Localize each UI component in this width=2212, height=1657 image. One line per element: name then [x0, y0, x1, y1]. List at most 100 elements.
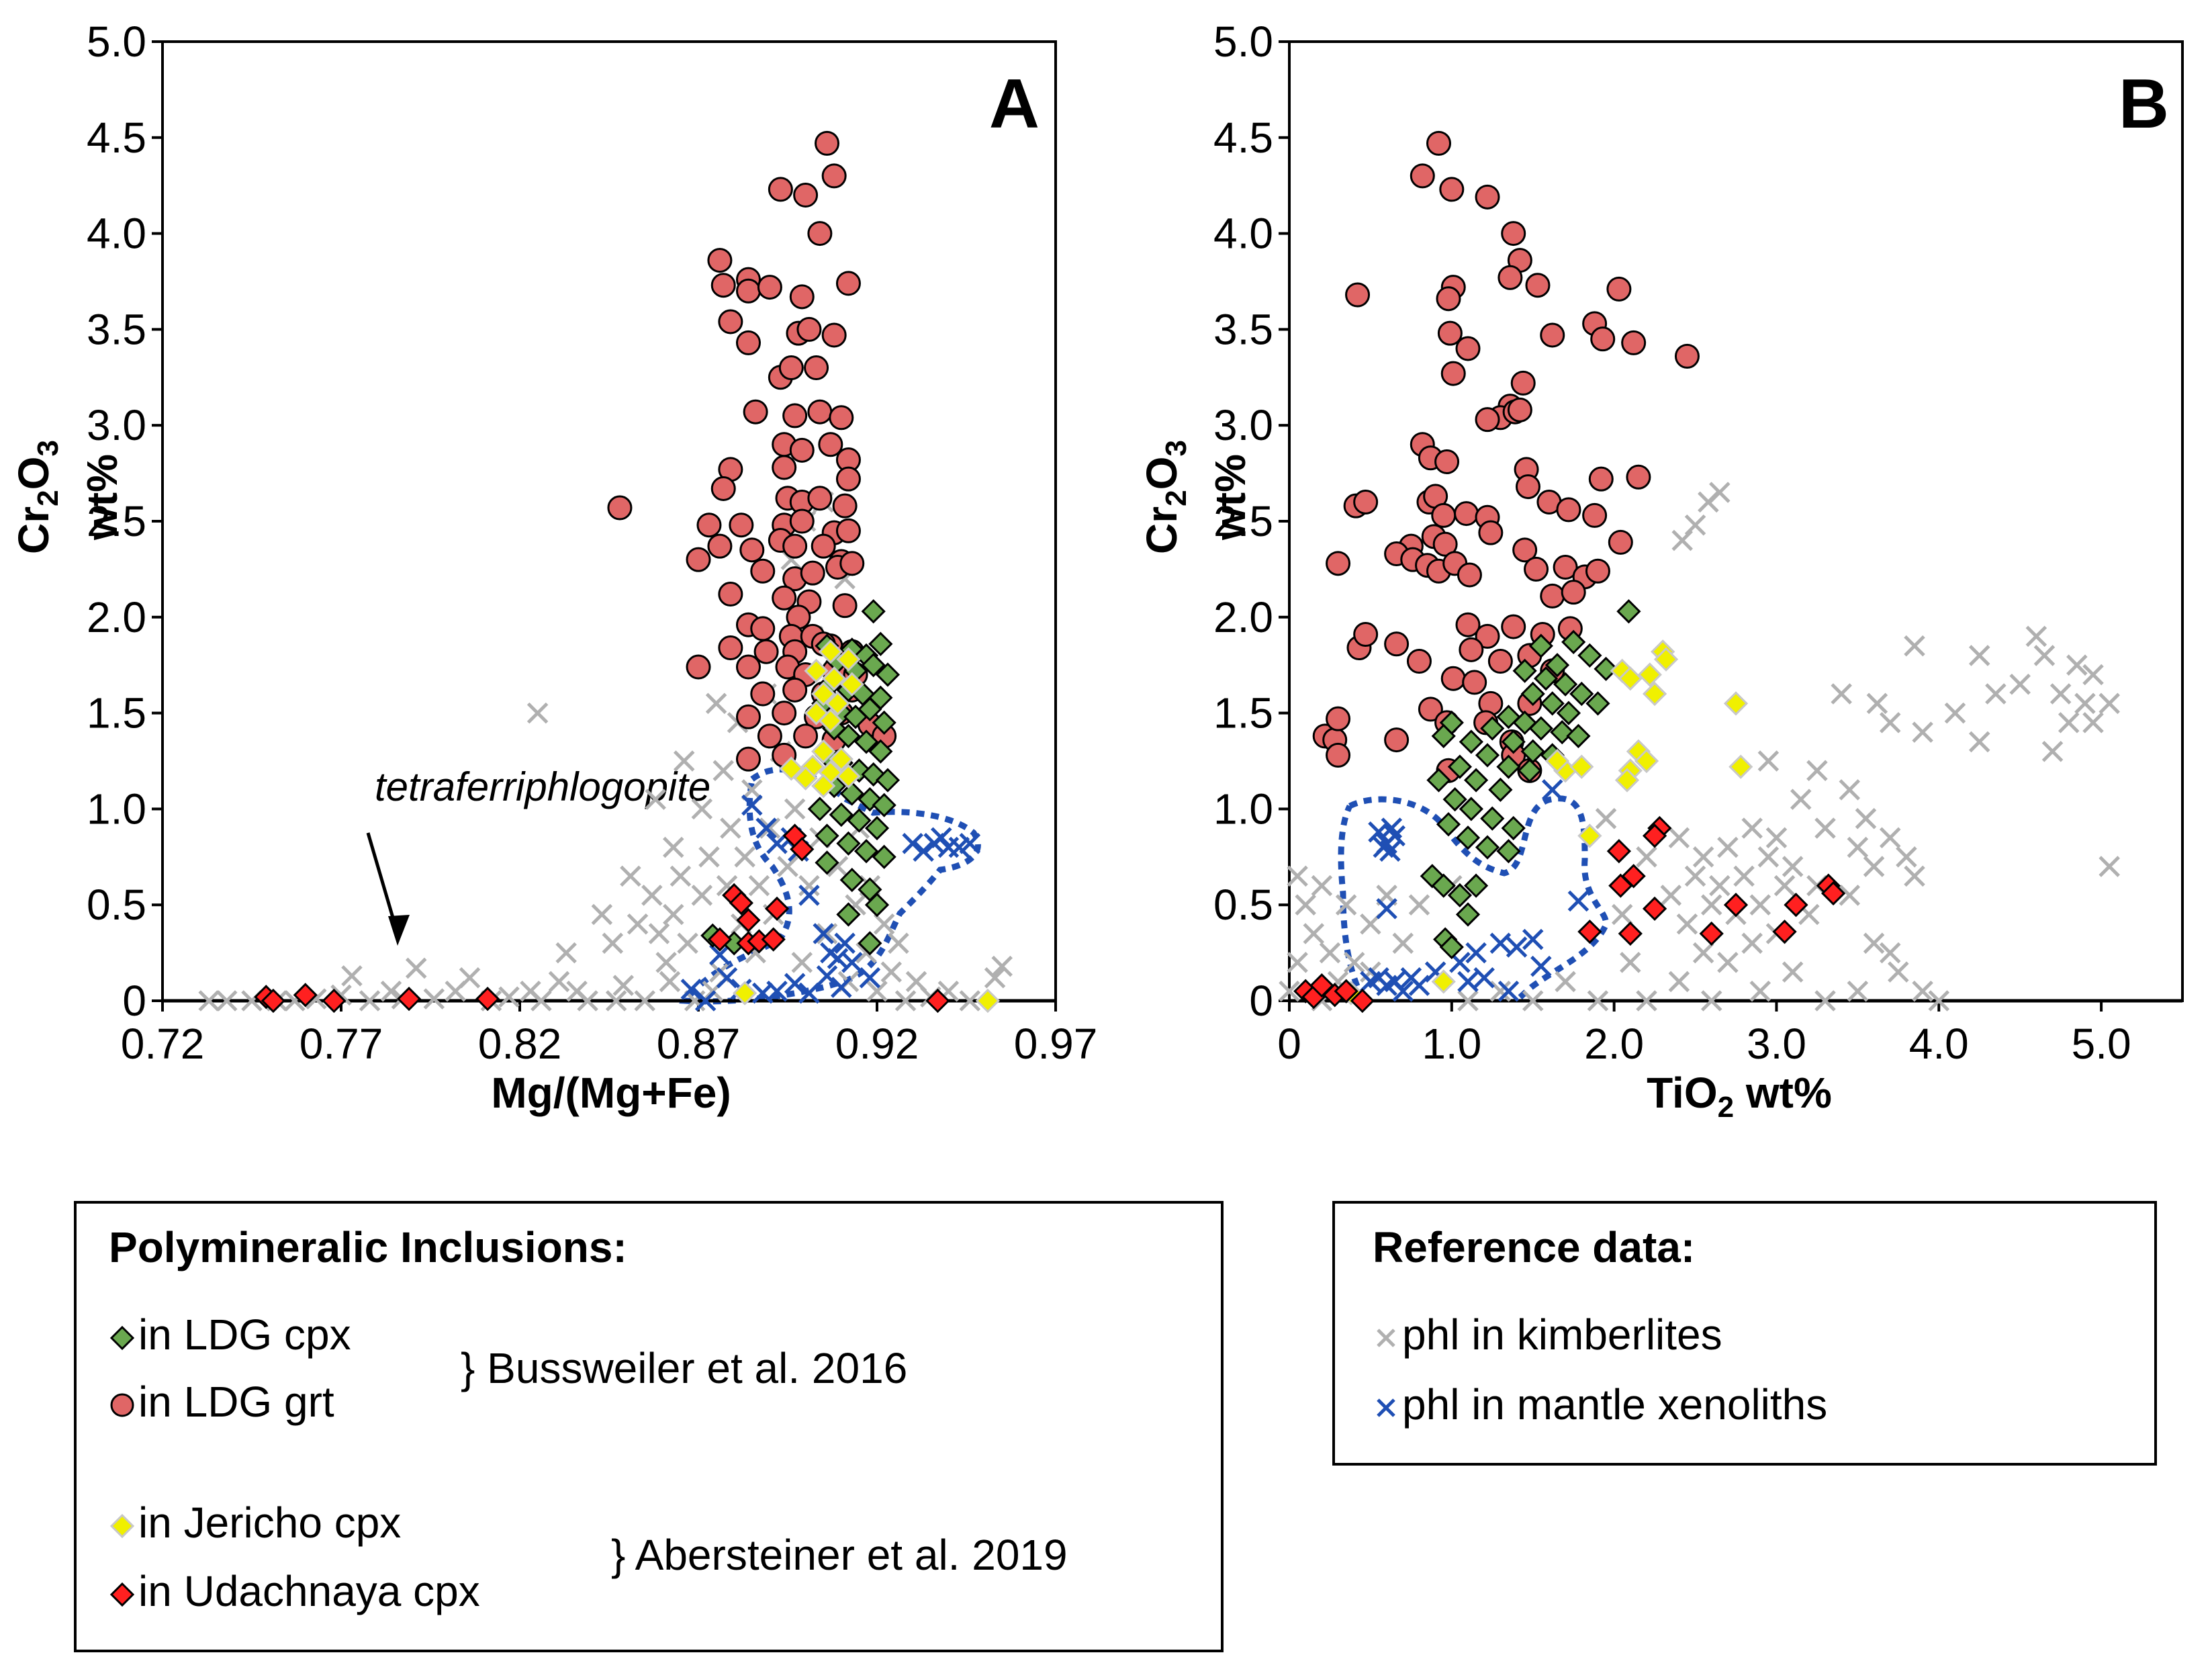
point-in-ldg-cpx: [1463, 768, 1489, 793]
point-in-ldg-cpx: [1431, 723, 1456, 748]
point-phl-in-kimberlites: [691, 885, 713, 906]
point-in-ldg-cpx: [1540, 691, 1565, 716]
point-in-ldg-grt: [789, 437, 815, 463]
point-in-ldg-cpx: [861, 599, 886, 624]
point-in-ldg-cpx: [839, 867, 864, 893]
point-phl-in-kimberlites: [1839, 779, 1861, 801]
point-in-jericho-cpx: [1729, 754, 1753, 779]
legend-label-ldg-cpx: in LDG cpx: [138, 1310, 351, 1359]
point-in-ldg-cpx: [1501, 729, 1526, 754]
y-tick-label: 2.5: [87, 497, 146, 545]
point-phl-in-kimberlites: [1968, 645, 1990, 666]
point-phl-in-kimberlites: [888, 932, 909, 954]
point-in-ldg-grt: [1608, 529, 1633, 555]
point-phl-in-kimberlites: [2074, 692, 2096, 715]
point-phl-in-kimberlites: [1489, 980, 1512, 1002]
x-tick-label: 3.0: [1747, 1020, 1806, 1068]
point-phl-in-mantle-xenoliths: [959, 833, 981, 854]
point-in-ldg-grt: [811, 533, 836, 559]
point-phl-in-kimberlites: [1392, 932, 1414, 954]
point-phl-in-kimberlites: [1765, 827, 1788, 849]
point-phl-in-kimberlites: [959, 990, 981, 1012]
point-in-udachnaya-cpx: [1350, 988, 1375, 1014]
legend-item-jericho-cpx: in Jericho cpx: [109, 1498, 401, 1548]
point-phl-in-mantle-xenoliths: [902, 833, 923, 854]
point-phl-in-mantle-xenoliths: [930, 827, 952, 849]
point-in-ldg-grt: [718, 635, 743, 660]
point-phl-in-kimberlites: [1782, 961, 1804, 983]
point-phl-in-kimberlites: [673, 750, 695, 772]
point-in-ldg-grt: [835, 271, 861, 296]
point-in-ldg-cpx: [861, 653, 886, 678]
point-in-ldg-grt: [800, 560, 825, 586]
point-phl-in-kimberlites: [577, 990, 598, 1012]
point-phl-in-kimberlites: [459, 967, 481, 989]
point-in-ldg-grt: [753, 639, 779, 664]
point-phl-in-mantle-xenoliths: [798, 982, 820, 1004]
point-in-ldg-grt: [1507, 397, 1532, 422]
point-in-ldg-cpx: [836, 831, 861, 856]
point-in-ldg-cpx: [875, 768, 901, 793]
point-in-ldg-grt: [1384, 727, 1410, 753]
point-in-jericho-cpx: [1569, 754, 1594, 779]
point-in-ldg-cpx: [872, 793, 896, 817]
point-phl-in-kimberlites: [784, 798, 806, 820]
point-phl-in-kimberlites: [791, 952, 813, 973]
point-in-ldg-grt: [807, 486, 833, 511]
point-in-ldg-cpx: [1577, 643, 1602, 668]
point-phl-in-kimberlites: [380, 980, 402, 1002]
x-tick-label: 0: [1277, 1020, 1301, 1068]
point-phl-in-mantle-xenoliths: [1368, 821, 1389, 843]
point-phl-in-kimberlites: [677, 932, 698, 954]
point-phl-in-kimberlites: [759, 817, 781, 839]
point-in-ldg-grt: [1626, 464, 1651, 490]
point-phl-in-kimberlites: [1944, 702, 1966, 724]
point-phl-in-kimberlites: [1343, 952, 1365, 973]
point-phl-in-kimberlites: [612, 975, 635, 996]
point-phl-in-mantle-xenoliths: [1489, 932, 1512, 954]
point-in-ldg-grt: [815, 130, 840, 156]
point-in-udachnaya-cpx: [396, 987, 422, 1012]
legend-label-kimberlites: phl in kimberlites: [1402, 1310, 1722, 1359]
point-phl-in-kimberlites: [1660, 885, 1682, 906]
point-phl-in-mantle-xenoliths: [798, 885, 820, 906]
point-in-jericho-cpx: [811, 739, 836, 764]
point-in-ldg-cpx: [872, 710, 896, 735]
point-in-ldg-cpx: [836, 723, 861, 748]
point-phl-in-kimberlites: [627, 913, 649, 935]
point-in-ldg-cpx: [868, 631, 893, 656]
point-phl-in-kimberlites: [641, 885, 663, 906]
point-in-ldg-grt: [796, 316, 822, 342]
point-in-jericho-cpx: [818, 639, 843, 664]
y-tick-label: 3.5: [87, 305, 146, 353]
point-phl-in-kimberlites: [1912, 721, 1933, 743]
point-in-ldg-cpx: [1545, 653, 1570, 678]
point-in-udachnaya-cpx: [736, 907, 761, 933]
point-in-ldg-grt: [1454, 501, 1479, 527]
point-phl-in-kimberlites: [1595, 807, 1617, 830]
legend-item-ldg-cpx: in LDG cpx: [109, 1310, 351, 1359]
diamond-green-icon: [109, 1325, 135, 1351]
point-in-jericho-cpx: [1431, 969, 1456, 994]
point-in-ldg-grt: [821, 163, 847, 189]
point-in-udachnaya-cpx: [1334, 979, 1358, 1003]
point-phl-in-kimberlites: [2025, 625, 2047, 647]
point-phl-in-kimberlites: [1303, 923, 1325, 944]
point-in-ldg-cpx: [1533, 666, 1559, 691]
point-in-ldg-grt: [778, 355, 804, 381]
point-phl-in-kimberlites: [1319, 942, 1341, 964]
point-phl-in-kimberlites: [1968, 731, 1990, 753]
y-tick-label: 4.0: [87, 210, 146, 258]
point-phl-in-kimberlites: [741, 779, 763, 801]
y-tick-label: 3.0: [87, 401, 146, 449]
point-in-udachnaya-cpx: [925, 988, 950, 1014]
x-tick-label: 0.87: [657, 1020, 741, 1068]
legend-label-jericho-cpx: in Jericho cpx: [138, 1498, 402, 1547]
point-in-ldg-cpx: [847, 808, 872, 833]
legend-item-ldg-grt: in LDG grt: [109, 1377, 334, 1427]
point-phl-in-kimberlites: [1692, 846, 1714, 868]
point-in-ldg-grt: [735, 746, 761, 772]
point-in-ldg-cpx: [1594, 656, 1618, 682]
point-in-ldg-grt: [1606, 276, 1632, 302]
point-in-udachnaya-cpx: [1642, 823, 1667, 848]
